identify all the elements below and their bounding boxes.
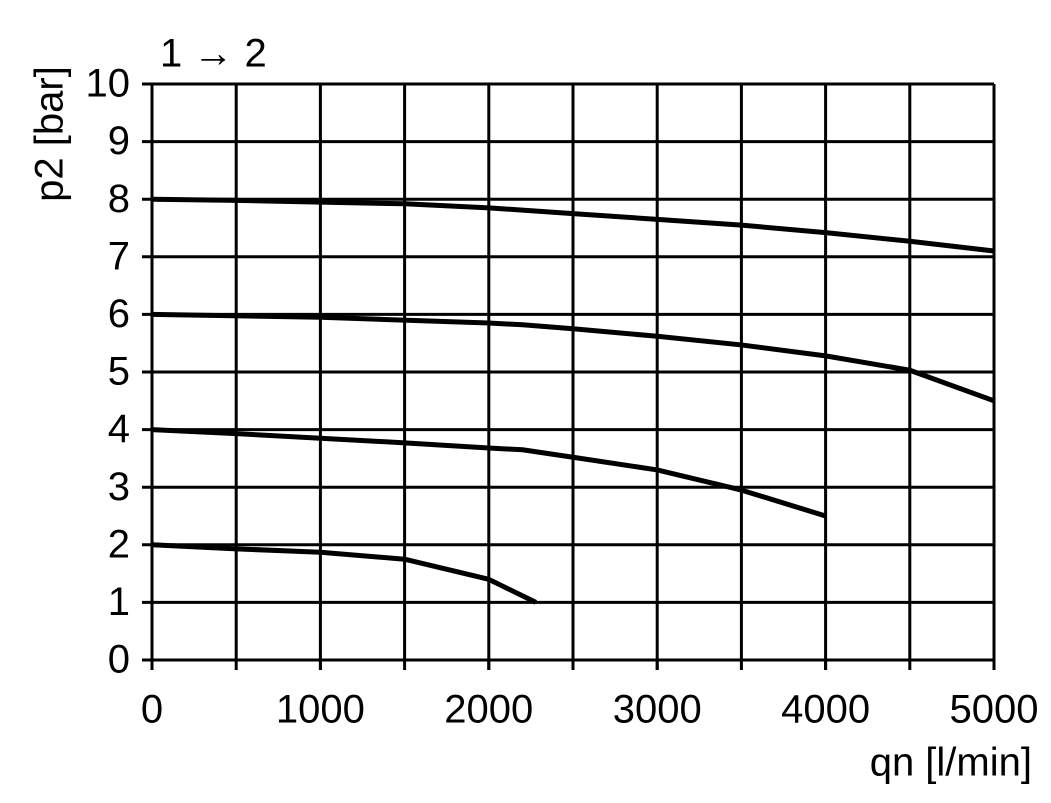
- data-line: [151, 196, 995, 254]
- y-tick-label: 9: [108, 119, 130, 163]
- y-tick-label: 5: [108, 350, 130, 394]
- y-tick-label: 3: [108, 465, 130, 509]
- y-tick-label: 10: [86, 62, 131, 106]
- y-tick-label: 4: [108, 407, 130, 451]
- y-tick-label: 0: [108, 638, 130, 682]
- x-axis-label: qn [l/min]: [870, 741, 1032, 785]
- y-tick-label: 6: [108, 292, 130, 336]
- y-tick-label: 8: [108, 177, 130, 221]
- y-axis-label: p2 [bar]: [28, 66, 72, 202]
- data-line: [151, 542, 538, 605]
- y-tick-label: 2: [108, 522, 130, 566]
- x-tick-label: 5000: [950, 688, 1039, 732]
- data-line: [151, 311, 995, 404]
- y-tick-label: 1: [108, 580, 130, 624]
- data-line: [151, 427, 827, 519]
- x-tick-label: 0: [141, 688, 163, 732]
- y-tick-label: 7: [108, 234, 130, 278]
- x-tick-label: 1000: [276, 688, 365, 732]
- chart-title: 1 → 2: [160, 32, 267, 76]
- x-tick-label: 3000: [613, 688, 702, 732]
- x-tick-label: 2000: [444, 688, 533, 732]
- x-tick-label: 4000: [781, 688, 870, 732]
